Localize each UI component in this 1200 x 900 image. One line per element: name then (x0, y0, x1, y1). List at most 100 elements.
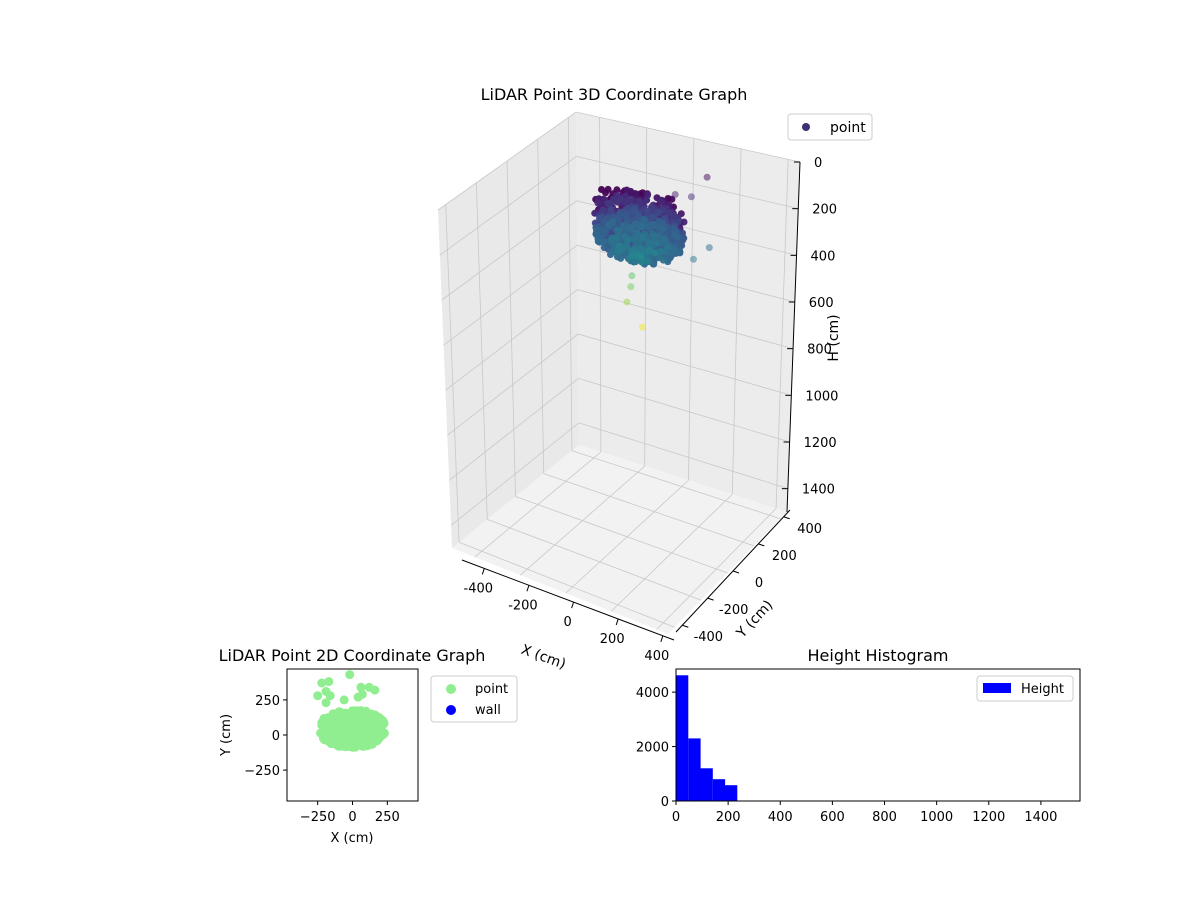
point-2d (321, 735, 331, 745)
point-2d-outlier-12 (357, 689, 367, 699)
y-tick-0 (682, 624, 689, 628)
pane-left (438, 112, 579, 548)
x-tick-label-4: 400 (644, 649, 669, 664)
point-2d (328, 737, 338, 747)
x-tick-3 (615, 618, 619, 626)
legend-2d-wall-marker (446, 705, 456, 715)
points-3d (591, 173, 713, 331)
chart-2d-title: LiDAR Point 2D Coordinate Graph (219, 646, 486, 665)
point-3d (646, 245, 654, 253)
point-3d (616, 242, 624, 250)
point-3d (674, 233, 681, 241)
point-3d (639, 323, 646, 331)
point-2d (333, 716, 343, 726)
point-2d-outlier-10 (370, 685, 380, 695)
legend-histogram: Height (976, 675, 1074, 702)
x-tick-label-hist-5: 1000 (920, 810, 953, 825)
legend-3d-point-label: point (830, 120, 866, 136)
point-3d (643, 196, 651, 204)
point-3d (648, 220, 656, 228)
point-2d (376, 730, 386, 740)
point-3d (639, 233, 647, 241)
point-3d (623, 237, 631, 245)
x-tick-label-hist-2: 400 (768, 810, 793, 825)
point-3d (627, 283, 635, 291)
y-tick-3 (758, 543, 765, 547)
point-2d (340, 742, 350, 752)
point-2d (361, 708, 371, 718)
point-3d (605, 221, 612, 229)
point-3d (631, 235, 638, 243)
wall-grid-h-4 (445, 289, 794, 391)
h-tick-label-6: 1200 (804, 436, 837, 451)
point-3d (613, 234, 620, 241)
grid-3d (437, 111, 801, 630)
point-3d (615, 216, 622, 223)
point-3d (602, 189, 609, 197)
pane-back (576, 112, 800, 512)
point-2d (359, 719, 368, 728)
point-3d (615, 227, 623, 235)
point-3d (594, 199, 602, 207)
left-grid-y-0 (445, 204, 460, 543)
point-3d (638, 258, 646, 266)
x-axis-line (461, 559, 675, 641)
point-3d (690, 255, 697, 263)
x-tick-label-0: -400 (464, 581, 494, 596)
x-tick-label-3: 200 (600, 632, 625, 647)
point-3d (644, 257, 652, 265)
x-tick-2 (571, 601, 575, 609)
point-3d (659, 225, 667, 233)
wall-grid-h-1 (439, 155, 799, 256)
h-tick-label-5: 1000 (805, 389, 838, 404)
y-tick-label-3: 200 (772, 549, 797, 564)
point-3d (637, 253, 645, 261)
point-3d (623, 186, 631, 194)
point-3d (705, 244, 713, 252)
back-grid-x-4 (775, 159, 789, 509)
point-3d (634, 229, 642, 237)
point-3d (619, 222, 627, 229)
x-tick-label-2d-1: 0 (348, 810, 356, 825)
point-2d-outlier-6 (339, 695, 349, 705)
y-tick-4 (783, 516, 790, 520)
wall-grid-h-0 (437, 111, 801, 211)
point-3d (671, 191, 679, 198)
x-tick-label-hist-6: 1200 (972, 810, 1005, 825)
y-tick-label-hist-1: 2000 (636, 741, 669, 756)
point-2d (350, 720, 360, 730)
histogram-bar-0 (676, 675, 689, 801)
h-tick-label-7: 1400 (802, 483, 835, 498)
point-3d (614, 198, 622, 206)
x-tick-label-hist-4: 800 (872, 810, 897, 825)
y-tick-label-0: -400 (694, 630, 724, 645)
legend-3d-frame (787, 113, 873, 141)
x-axis-label: X (cm) (519, 642, 568, 673)
point-3d (651, 232, 659, 240)
h-tick-label-2: 400 (811, 249, 836, 264)
legend-2d-point-label: point (475, 682, 508, 697)
point-3d (600, 244, 608, 252)
point-3d (627, 224, 634, 231)
wall-grid-h-2 (441, 200, 797, 301)
x-tick-label-hist-0: 0 (672, 810, 680, 825)
point-3d (663, 244, 671, 252)
y-tick-label-2d-1: 0 (272, 729, 280, 744)
wall-grid-h-6 (448, 377, 790, 481)
chart-3d-title: LiDAR Point 3D Coordinate Graph (481, 85, 748, 104)
point-3d (606, 200, 613, 207)
histogram-bar-3 (712, 779, 726, 801)
point-2d-outlier-1 (324, 677, 334, 687)
left-grid-y-4 (567, 117, 573, 451)
point-3d (644, 238, 652, 246)
histogram-bar-2 (700, 768, 713, 801)
point-2d (341, 724, 351, 734)
y-tick-label-2: 0 (755, 576, 763, 591)
x-tick-4 (660, 635, 664, 642)
point-3d (680, 218, 688, 226)
point-2d-outlier-7 (345, 670, 355, 680)
x-tick-1 (526, 585, 530, 592)
scatter-2d-chart: LiDAR Point 2D Coordinate Graph −250 0 250… (219, 646, 518, 846)
legend-2d-point-marker (446, 684, 456, 694)
point-3d (638, 223, 645, 231)
